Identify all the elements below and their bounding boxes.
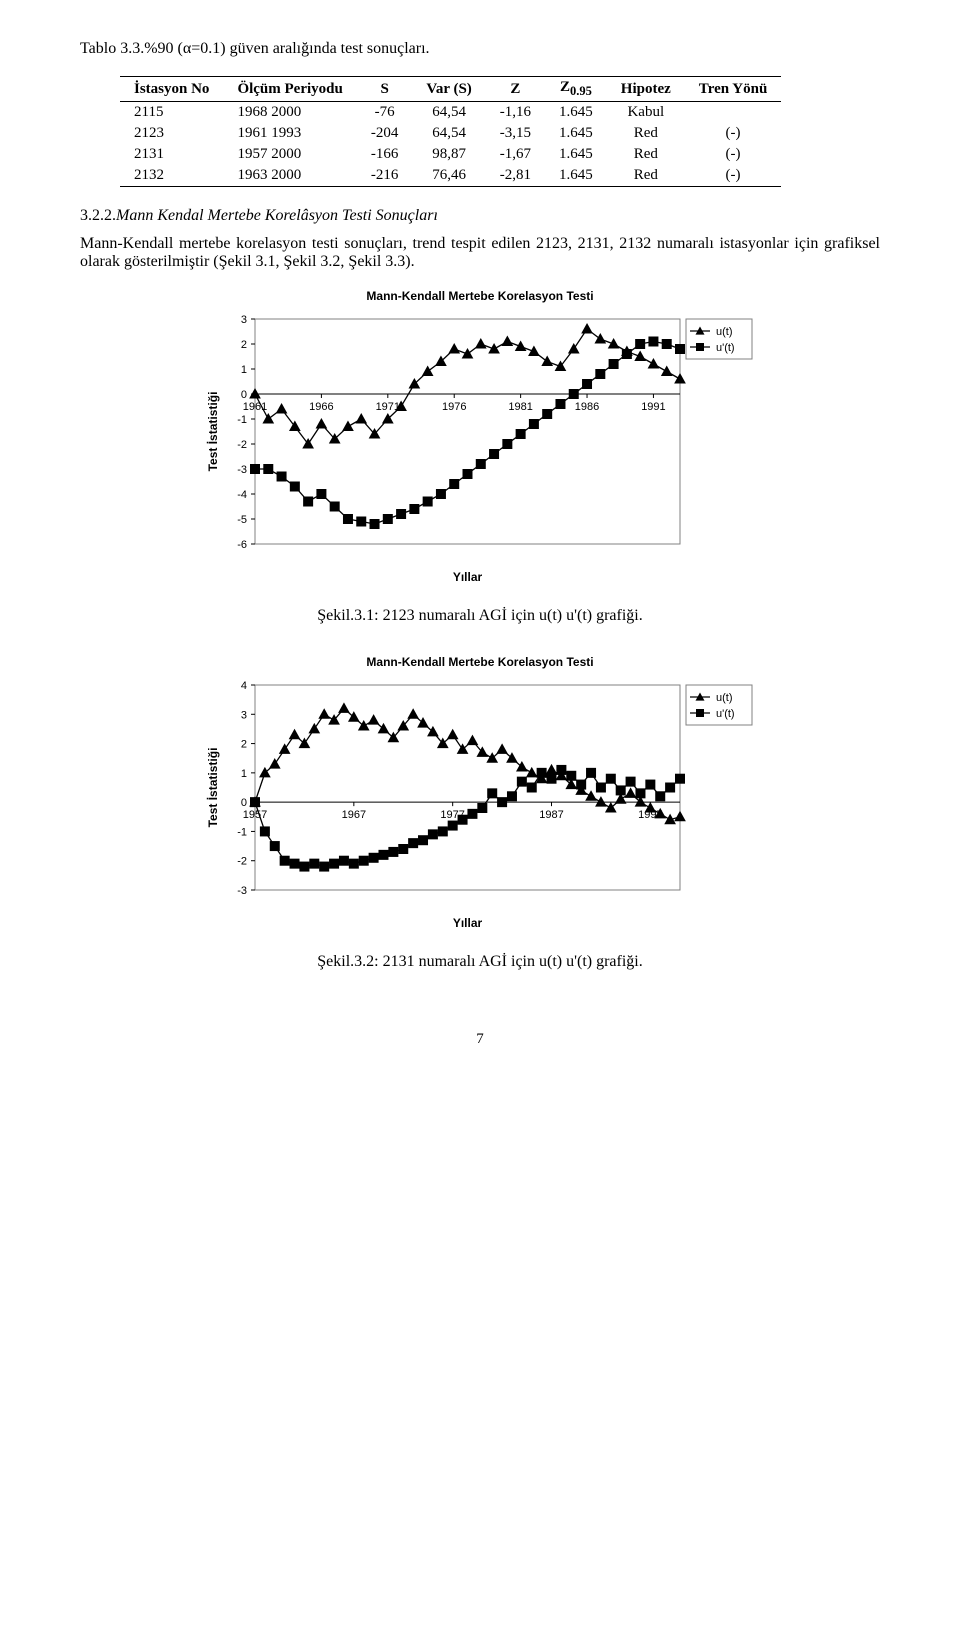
body-paragraph: Mann-Kendall mertebe korelasyon testi so… [80,235,880,271]
svg-text:Yıllar: Yıllar [453,570,483,584]
svg-text:1976: 1976 [442,401,466,413]
section-number: 3.2.2. [80,207,116,224]
chart-2-caption: Şekil.3.2: 2131 numaralı AGİ için u(t) u… [80,953,880,971]
svg-text:u'(t): u'(t) [716,708,735,720]
svg-text:1957: 1957 [243,809,267,821]
svg-text:1: 1 [241,768,247,780]
table-cell: (-) [685,123,782,144]
table-cell: Red [607,123,685,144]
chart-2-title: Mann-Kendall Mertebe Korelasyon Testi [200,655,760,669]
table-cell: Red [607,165,685,187]
table-cell: 1968 2000 [223,102,356,124]
table-caption: Tablo 3.3.%90 (α=0.1) güven aralığında t… [80,40,880,58]
th-s: S [357,77,413,102]
table-cell: 2131 [120,144,223,165]
table-row: 21311957 2000-16698,87-1,671.645Red(-) [120,144,781,165]
table-cell: -2,81 [486,165,545,187]
table-cell: 1961 1993 [223,123,356,144]
table-cell: 1.645 [545,123,607,144]
section-title-text: Mann Kendal Mertebe Korelâsyon Testi Son… [116,207,438,224]
table-cell: 98,87 [412,144,485,165]
svg-text:-2: -2 [237,856,247,868]
svg-text:Yıllar: Yıllar [453,916,483,930]
svg-text:1967: 1967 [342,809,366,821]
svg-text:Test İstatistiği: Test İstatistiği [205,748,220,828]
table-cell: 2123 [120,123,223,144]
svg-text:-2: -2 [237,439,247,451]
table-cell: 2115 [120,102,223,124]
table-cell: (-) [685,144,782,165]
th-station: İstasyon No [120,77,223,102]
table-row: 21151968 2000-7664,54-1,161.645Kabul [120,102,781,124]
svg-text:1987: 1987 [539,809,563,821]
results-table: İstasyon No Ölçüm Periyodu S Var (S) Z Z… [120,76,781,187]
svg-text:2: 2 [241,739,247,751]
table-cell: -3,15 [486,123,545,144]
table-cell: -1,16 [486,102,545,124]
chart-2: Mann-Kendall Mertebe Korelasyon Testi -3… [200,655,760,935]
svg-text:1991: 1991 [641,401,665,413]
table-row: 21231961 1993-20464,54-3,151.645Red(-) [120,123,781,144]
table-cell [685,102,782,124]
table-cell: -76 [357,102,413,124]
table-cell: 64,54 [412,123,485,144]
svg-text:1981: 1981 [508,401,532,413]
th-z: Z [486,77,545,102]
table-cell: 1.645 [545,102,607,124]
table-cell: -216 [357,165,413,187]
table-cell: 1.645 [545,144,607,165]
chart-1-caption: Şekil.3.1: 2123 numaralı AGİ için u(t) u… [80,607,880,625]
svg-text:3: 3 [241,314,247,326]
svg-text:1986: 1986 [575,401,599,413]
svg-text:3: 3 [241,709,247,721]
table-cell: 2132 [120,165,223,187]
table-row: 21321963 2000-21676,46-2,811.645Red(-) [120,165,781,187]
table-cell: 1963 2000 [223,165,356,187]
svg-text:-1: -1 [237,826,247,838]
page-number: 7 [80,1031,880,1048]
table-cell: 64,54 [412,102,485,124]
table-cell: Kabul [607,102,685,124]
th-yon: Tren Yönü [685,77,782,102]
svg-text:-6: -6 [237,539,247,551]
chart-1: Mann-Kendall Mertebe Korelasyon Testi -6… [200,289,760,589]
table-cell: -1,67 [486,144,545,165]
svg-text:0: 0 [241,389,247,401]
svg-text:u(t): u(t) [716,326,733,338]
table-cell: -166 [357,144,413,165]
svg-text:-3: -3 [237,885,247,897]
chart-1-svg: -6-5-4-3-2-10123196119661971197619811986… [200,309,760,589]
table-cell: (-) [685,165,782,187]
th-z095: Z0.95 [545,77,607,102]
svg-text:1966: 1966 [309,401,333,413]
th-var: Var (S) [412,77,485,102]
chart-1-title: Mann-Kendall Mertebe Korelasyon Testi [200,289,760,303]
svg-text:0: 0 [241,797,247,809]
th-period: Ölçüm Periyodu [223,77,356,102]
table-cell: 76,46 [412,165,485,187]
svg-text:-1: -1 [237,414,247,426]
chart-2-svg: -3-2-10123419571967197719871997Test İsta… [200,675,760,935]
svg-text:Test İstatistiği: Test İstatistiği [205,392,220,472]
table-header-row: İstasyon No Ölçüm Periyodu S Var (S) Z Z… [120,77,781,102]
svg-text:-3: -3 [237,464,247,476]
table-cell: 1.645 [545,165,607,187]
svg-text:1: 1 [241,364,247,376]
svg-text:4: 4 [241,680,247,692]
svg-text:-5: -5 [237,514,247,526]
table-cell: Red [607,144,685,165]
th-hip: Hipotez [607,77,685,102]
table-cell: -204 [357,123,413,144]
svg-text:2: 2 [241,339,247,351]
svg-text:-4: -4 [237,489,247,501]
svg-text:u'(t): u'(t) [716,342,735,354]
table-cell: 1957 2000 [223,144,356,165]
section-heading: 3.2.2.Mann Kendal Mertebe Korelâsyon Tes… [80,207,880,225]
svg-text:u(t): u(t) [716,692,733,704]
